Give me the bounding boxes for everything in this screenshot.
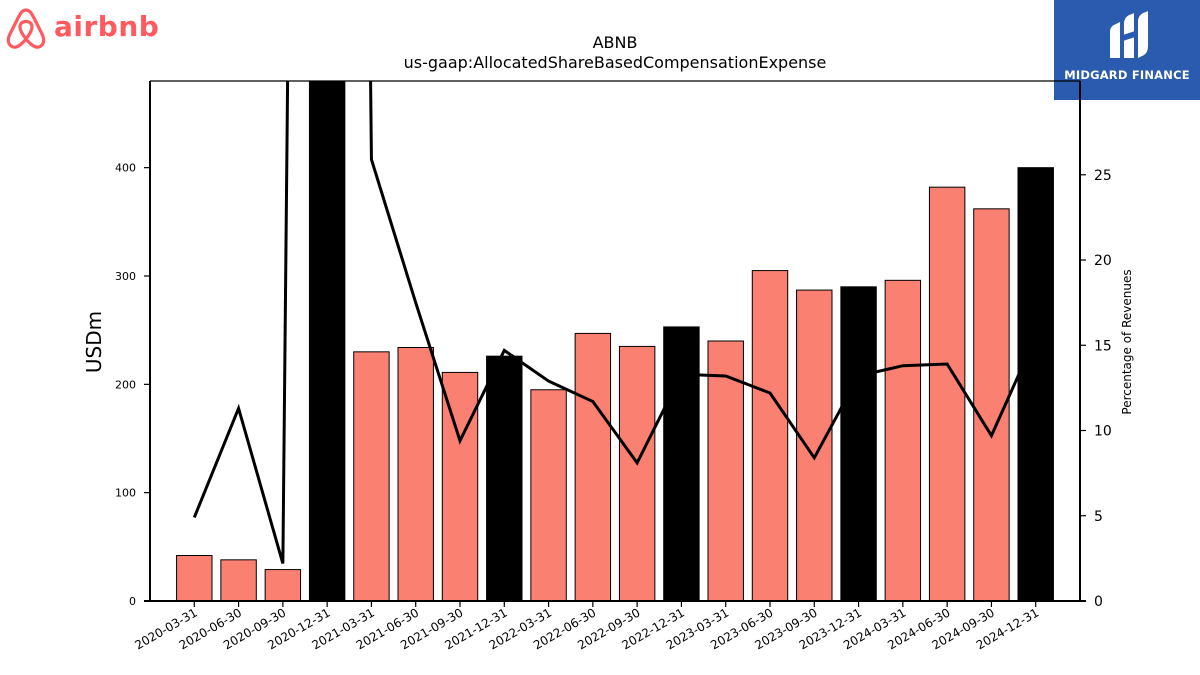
y2-tick-label: 0 <box>1094 594 1103 610</box>
y2-tick-label: 5 <box>1094 509 1103 525</box>
y-tick-label: 400 <box>115 162 136 175</box>
y2-tick-label: 25 <box>1094 168 1112 184</box>
y2-axis-label: Percentage of Revenues <box>1120 269 1134 414</box>
bar-2020-12-31 <box>308 81 346 601</box>
bar-2022-03-31 <box>530 389 567 601</box>
y2-tick-label: 15 <box>1094 338 1112 354</box>
bar-2024-09-30 <box>973 208 1010 601</box>
bar-2022-09-30 <box>618 345 656 601</box>
chart-title: ABNB <box>593 33 638 52</box>
line-series <box>192 81 1038 564</box>
y-tick-label: 200 <box>115 378 136 391</box>
bar-2023-06-30 <box>751 270 789 601</box>
bar-2021-09-30 <box>441 371 479 601</box>
bar-2023-03-31 <box>707 340 744 601</box>
bar-2023-12-31 <box>840 286 877 601</box>
bar-2024-03-31 <box>884 279 922 601</box>
airbnb-logo: airbnb <box>4 4 159 50</box>
plot-area: 010020030040005101520252020-03-312020-06… <box>115 80 1112 652</box>
bar-2022-12-31 <box>663 326 700 601</box>
chart-subtitle: us-gaap:AllocatedShareBasedCompensationE… <box>404 53 827 72</box>
bar-2023-09-30 <box>796 289 833 601</box>
bar-2020-03-31 <box>176 555 213 601</box>
bar-2024-12-31 <box>1017 167 1054 601</box>
bar-series <box>176 81 1054 601</box>
bar-2021-06-30 <box>397 347 434 601</box>
airbnb-wordmark: airbnb <box>54 10 160 43</box>
y-axis-label: USDm <box>82 311 106 373</box>
percentage-line <box>192 81 1038 564</box>
bar-2021-03-31 <box>353 351 390 601</box>
y2-tick-label: 20 <box>1094 253 1112 269</box>
y2-tick-label: 10 <box>1094 424 1112 440</box>
y-tick-label: 0 <box>129 595 136 608</box>
y-tick-label: 100 <box>115 487 136 500</box>
midgard-finance-logo: MIDGARD FINANCE <box>1054 0 1200 100</box>
bar-2024-06-30 <box>928 186 966 601</box>
bar-2021-12-31 <box>486 355 523 601</box>
midgard-finance-logo-icon <box>1110 11 1148 58</box>
y-tick-label: 300 <box>115 270 136 283</box>
midgard-finance-wordmark: MIDGARD FINANCE <box>1064 68 1190 82</box>
airbnb-belo-icon <box>6 8 46 49</box>
bar-2020-09-30 <box>264 569 302 601</box>
bar-2022-06-30 <box>574 332 612 601</box>
bar-2020-06-30 <box>220 559 257 601</box>
